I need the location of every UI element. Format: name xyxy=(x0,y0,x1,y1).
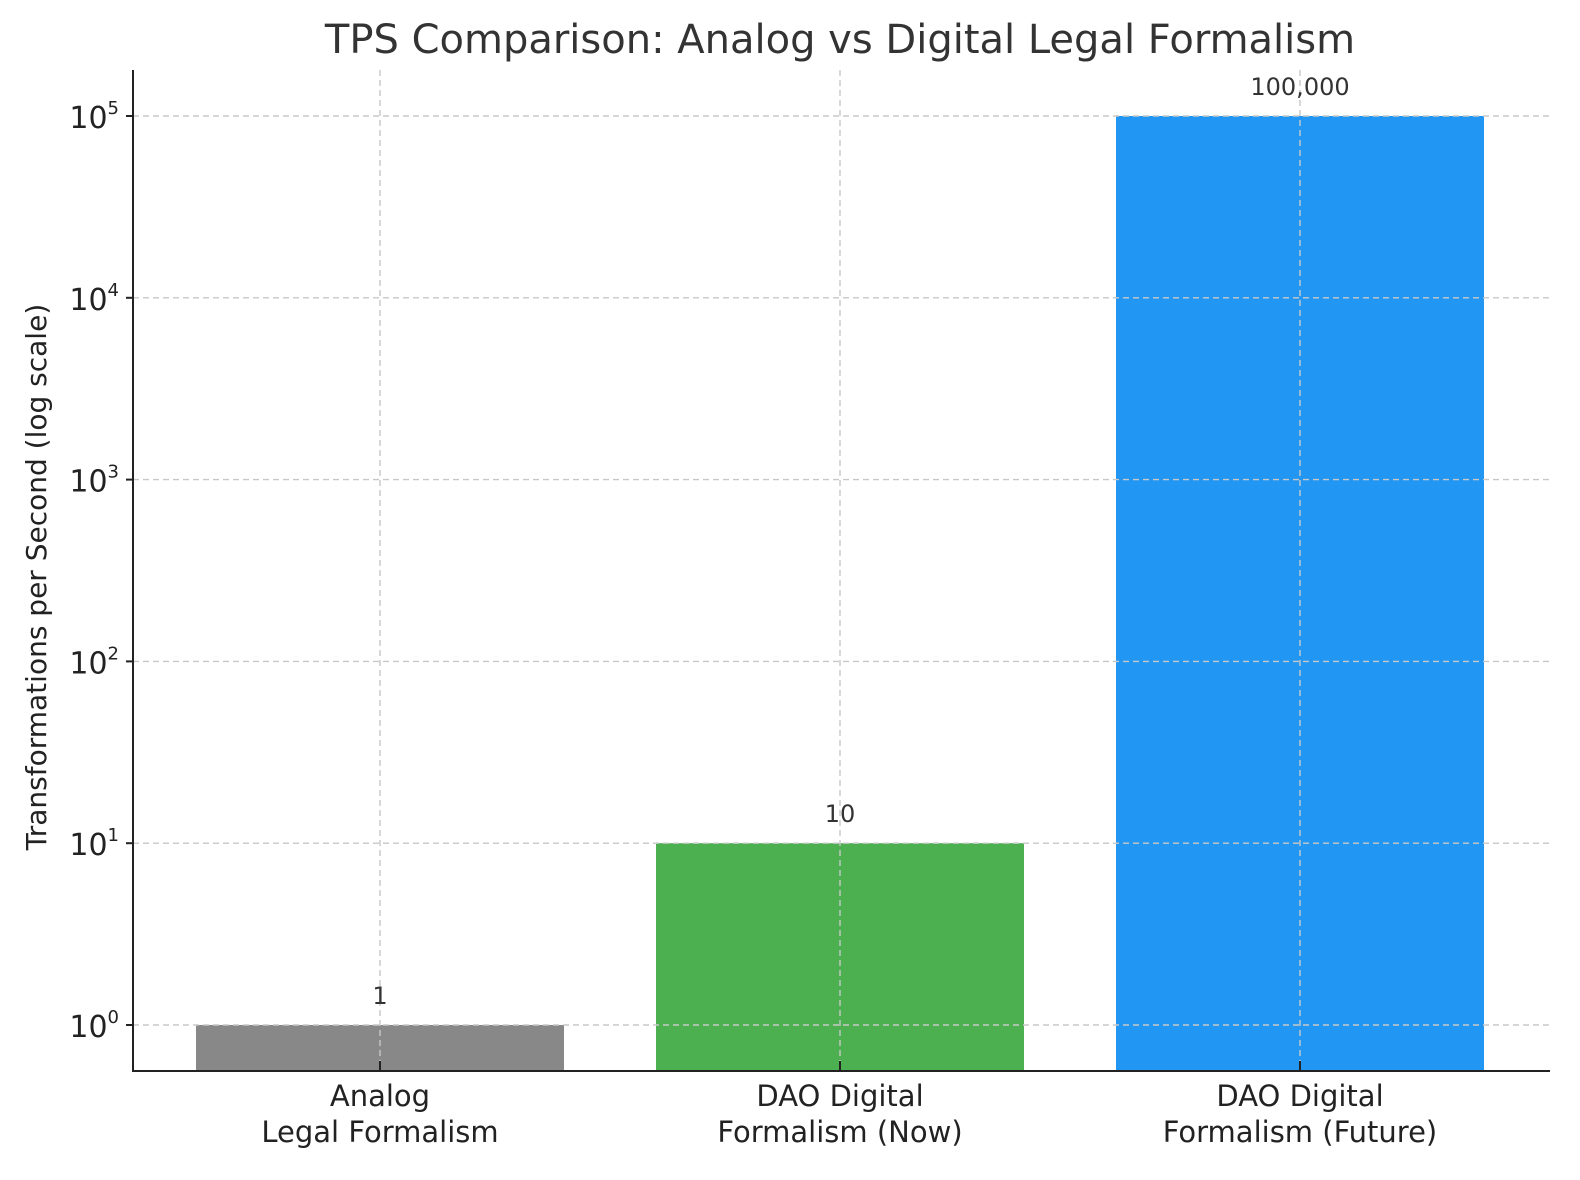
y-tick-label: 101 xyxy=(69,825,119,863)
y-tick-label: 105 xyxy=(69,98,119,136)
x-tick-label: Analog xyxy=(330,1079,430,1113)
y-tick-label: 100 xyxy=(69,1007,119,1045)
bar xyxy=(656,843,1024,1071)
chart-title: TPS Comparison: Analog vs Digital Legal … xyxy=(324,17,1355,63)
y-axis-label: Transformations per Second (log scale) xyxy=(20,304,53,852)
data-label: 100,000 xyxy=(1250,73,1349,101)
data-label: 1 xyxy=(372,982,387,1010)
data-labels: 1 10 100,000 xyxy=(372,73,1349,1010)
grid-lines xyxy=(133,70,1550,1071)
x-tick-label: DAO Digital xyxy=(756,1079,923,1113)
data-label: 10 xyxy=(825,800,856,828)
x-tick-label: Legal Formalism xyxy=(261,1115,498,1149)
y-tick-label: 104 xyxy=(69,280,119,318)
x-tick-label: Formalism (Future) xyxy=(1163,1115,1438,1149)
x-tick-label: Formalism (Now) xyxy=(717,1115,962,1149)
y-tick-label: 103 xyxy=(69,462,119,500)
y-tick-labels: 100 101 102 103 104 105 xyxy=(69,98,133,1045)
x-tick-label: DAO Digital xyxy=(1216,1079,1383,1113)
y-tick-label: 102 xyxy=(69,643,119,681)
